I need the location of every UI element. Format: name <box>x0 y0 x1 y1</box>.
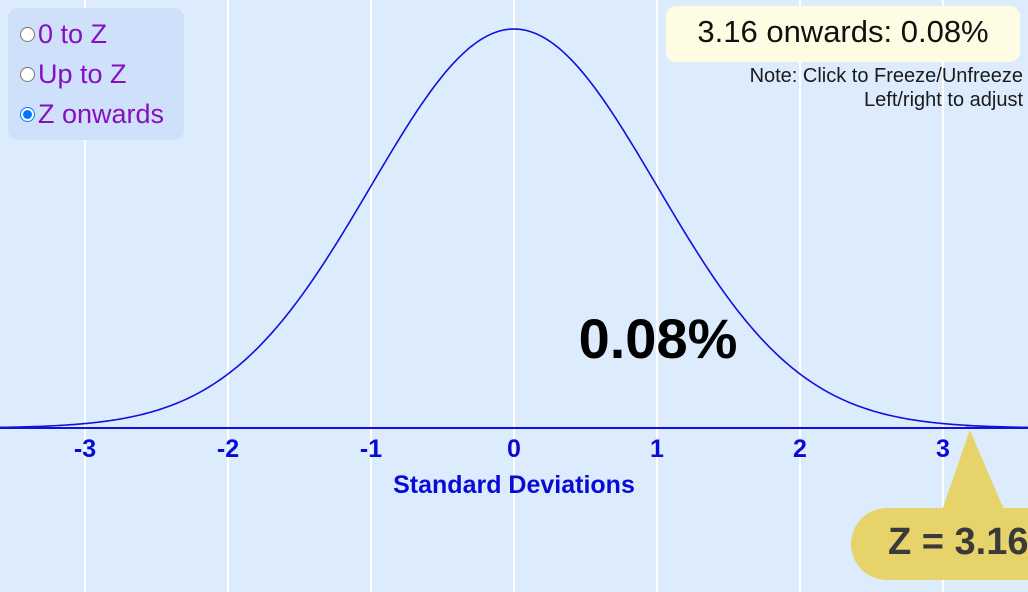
x-tick-label--3: -3 <box>74 435 96 463</box>
note-line-freeze: Note: Click to Freeze/Unfreeze <box>749 65 1023 87</box>
z-value-label: Z = 3.16 <box>888 521 1028 563</box>
instruction-note: Note: Click to Freeze/Unfreeze Left/righ… <box>750 64 1023 112</box>
z-marker-pointer <box>935 430 1012 528</box>
x-tick-label-1: 1 <box>650 435 664 463</box>
radio-up-to-z[interactable] <box>20 66 35 82</box>
mode-label-z-onwards: Z onwards <box>38 99 165 129</box>
z-marker-pill <box>851 508 1028 580</box>
mode-option-0-to-z[interactable]: 0 to Z <box>20 16 107 52</box>
mode-option-up-to-z[interactable]: Up to Z <box>20 56 127 92</box>
x-tick-label-2: 2 <box>793 435 807 463</box>
x-tick-label-3: 3 <box>936 435 950 463</box>
mode-label-0-to-z: 0 to Z <box>38 19 108 49</box>
radio-z-onwards[interactable] <box>20 106 35 122</box>
note-line-adjust: Left/right to adjust <box>864 89 1023 111</box>
x-tick-label--2: -2 <box>217 435 239 463</box>
x-tick-label--1: -1 <box>360 435 382 463</box>
x-tick-label-0: 0 <box>507 435 521 463</box>
mode-option-z-onwards[interactable]: Z onwards <box>20 96 164 132</box>
area-percent-label: 0.08% <box>578 307 738 370</box>
radio-0-to-z[interactable] <box>20 26 35 42</box>
x-axis-label: Standard Deviations <box>393 471 635 499</box>
mode-selector: 0 to Z Up to Z Z onwards <box>8 8 184 140</box>
mode-label-up-to-z: Up to Z <box>38 59 127 89</box>
normal-curve <box>0 28 1028 429</box>
result-display: 3.16 onwards: 0.08% <box>666 6 1020 62</box>
